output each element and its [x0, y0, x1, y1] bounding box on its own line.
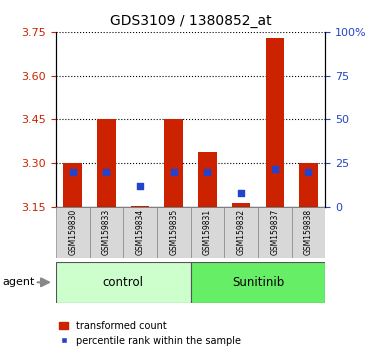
Bar — [56, 262, 191, 303]
Point — [171, 169, 177, 175]
Text: GSM159834: GSM159834 — [136, 209, 144, 255]
Bar — [232, 203, 250, 207]
Point — [272, 166, 278, 171]
Title: GDS3109 / 1380852_at: GDS3109 / 1380852_at — [110, 14, 271, 28]
Legend: transformed count, percentile rank within the sample: transformed count, percentile rank withi… — [59, 321, 241, 346]
Bar — [191, 262, 325, 303]
Bar — [56, 207, 89, 258]
Text: GSM159835: GSM159835 — [169, 209, 178, 255]
Bar — [266, 38, 284, 207]
Bar — [292, 207, 325, 258]
Text: GSM159838: GSM159838 — [304, 209, 313, 255]
Text: Sunitinib: Sunitinib — [232, 276, 284, 289]
Point — [305, 169, 311, 175]
Bar — [224, 207, 258, 258]
Text: GSM159837: GSM159837 — [270, 209, 279, 255]
Text: GSM159830: GSM159830 — [68, 209, 77, 255]
Point — [204, 169, 211, 175]
Bar — [123, 207, 157, 258]
Point — [238, 190, 244, 196]
Bar — [97, 119, 115, 207]
Bar — [258, 207, 292, 258]
Point — [70, 169, 76, 175]
Bar — [299, 163, 318, 207]
Point — [103, 169, 109, 175]
Text: agent: agent — [2, 277, 34, 287]
Bar — [191, 207, 224, 258]
Text: GSM159832: GSM159832 — [237, 209, 246, 255]
Bar — [89, 207, 123, 258]
Text: GSM159833: GSM159833 — [102, 209, 111, 255]
Text: GSM159831: GSM159831 — [203, 209, 212, 255]
Bar — [157, 207, 191, 258]
Text: control: control — [103, 276, 144, 289]
Bar — [64, 163, 82, 207]
Bar — [198, 152, 217, 207]
Point — [137, 183, 143, 189]
Bar — [131, 206, 149, 207]
Bar — [164, 119, 183, 207]
